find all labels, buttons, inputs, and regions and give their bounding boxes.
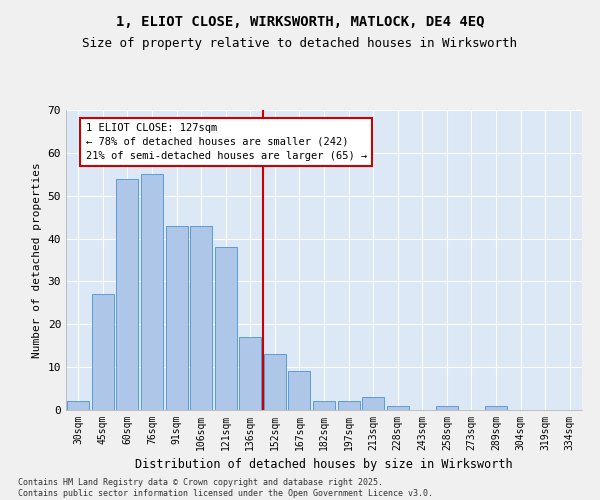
Bar	[386, 406, 409, 410]
Text: Size of property relative to detached houses in Wirksworth: Size of property relative to detached ho…	[83, 38, 517, 51]
Bar	[190, 226, 212, 410]
X-axis label: Distribution of detached houses by size in Wirksworth: Distribution of detached houses by size …	[135, 458, 513, 471]
Bar	[239, 337, 262, 410]
Bar	[67, 402, 89, 410]
Bar	[485, 406, 507, 410]
Text: Contains HM Land Registry data © Crown copyright and database right 2025.
Contai: Contains HM Land Registry data © Crown c…	[18, 478, 433, 498]
Text: 1, ELIOT CLOSE, WIRKSWORTH, MATLOCK, DE4 4EQ: 1, ELIOT CLOSE, WIRKSWORTH, MATLOCK, DE4…	[116, 15, 484, 29]
Bar	[92, 294, 114, 410]
Bar	[289, 372, 310, 410]
Bar	[215, 247, 237, 410]
Bar	[166, 226, 188, 410]
Bar	[116, 178, 139, 410]
Bar	[362, 397, 384, 410]
Y-axis label: Number of detached properties: Number of detached properties	[32, 162, 42, 358]
Text: 1 ELIOT CLOSE: 127sqm
← 78% of detached houses are smaller (242)
21% of semi-det: 1 ELIOT CLOSE: 127sqm ← 78% of detached …	[86, 123, 367, 161]
Bar	[313, 402, 335, 410]
Bar	[264, 354, 286, 410]
Bar	[141, 174, 163, 410]
Bar	[338, 402, 359, 410]
Bar	[436, 406, 458, 410]
